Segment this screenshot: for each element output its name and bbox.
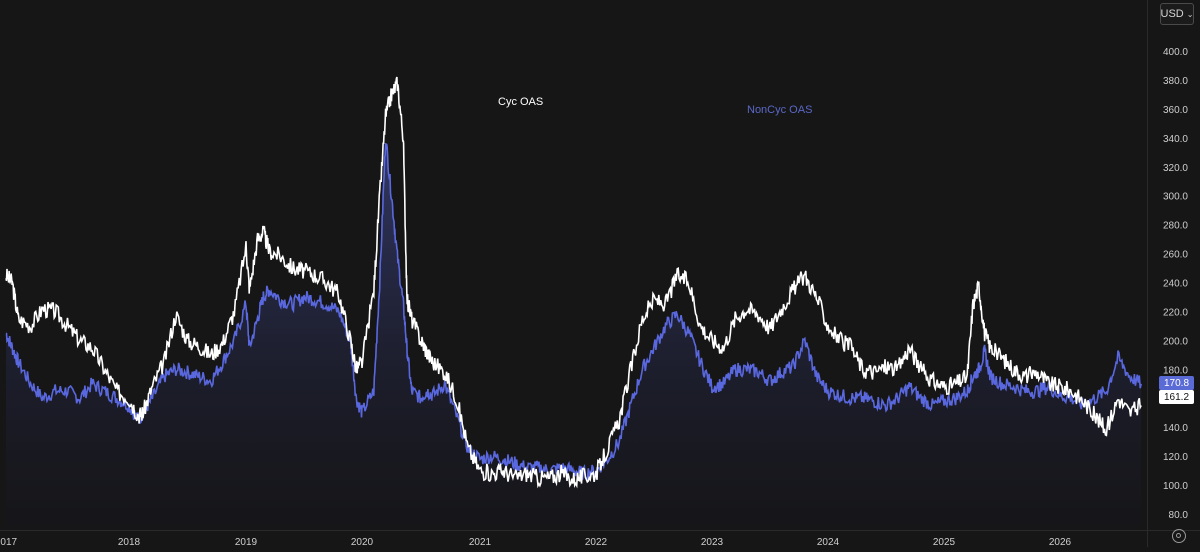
x-tick-label: 2022 [585,537,608,547]
y-tick-label: 400.0 [1163,47,1188,58]
cyc-oas-line [5,76,1142,489]
y-tick-label: 340.0 [1163,134,1188,145]
y-tick-label: 320.0 [1163,163,1188,174]
y-tick-label: 260.0 [1163,250,1188,261]
x-tick-label: 2020 [351,537,374,547]
legend-cyc-oas: Cyc OAS [498,96,544,108]
y-tick-label: 380.0 [1163,76,1188,87]
currency-selector[interactable]: USD ⌄ [1160,3,1194,25]
cyc-last-value-tag: 161.2 [1159,390,1194,404]
x-tick-label: 2023 [701,537,724,547]
y-tick-label: 360.0 [1163,105,1188,116]
x-tick-label: 2018 [118,537,141,547]
chevron-down-icon: ⌄ [1186,9,1194,19]
settings-icon[interactable] [1172,529,1186,543]
y-tick-label: 80.0 [1169,510,1189,521]
y-tick-label: 280.0 [1163,221,1188,232]
noncyc-oas-area [6,143,1142,530]
x-tick-label: 2026 [1049,537,1072,547]
time-axis-divider [0,530,1200,531]
y-tick-label: 300.0 [1163,192,1188,203]
noncyc-last-value-tag: 170.8 [1159,376,1194,390]
x-tick-label: 2021 [469,537,492,547]
y-tick-label: 200.0 [1163,336,1188,347]
price-axis-divider [1147,0,1148,547]
y-tick-label: 100.0 [1163,481,1188,492]
y-tick-label: 220.0 [1163,307,1188,318]
x-tick-label: 2024 [817,537,840,547]
x-tick-label: 2017 [0,537,18,547]
y-tick-label: 120.0 [1163,452,1188,463]
y-tick-label: 140.0 [1163,423,1188,434]
x-tick-label: 2019 [235,537,258,547]
x-tick-label: 2025 [933,537,956,547]
y-tick-label: 180.0 [1163,365,1188,376]
y-tick-label: 240.0 [1163,279,1188,290]
currency-label: USD [1160,8,1184,20]
legend-noncyc-oas: NonCyc OAS [747,104,813,116]
